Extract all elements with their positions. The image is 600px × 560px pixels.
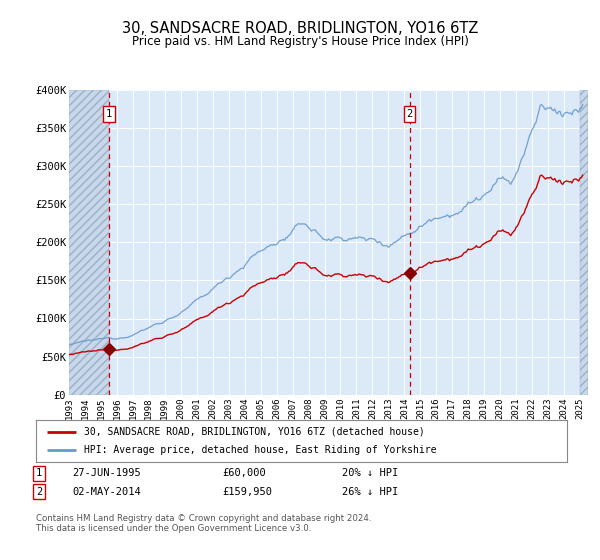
Text: 30, SANDSACRE ROAD, BRIDLINGTON, YO16 6TZ (detached house): 30, SANDSACRE ROAD, BRIDLINGTON, YO16 6T… bbox=[84, 427, 425, 437]
Text: £159,950: £159,950 bbox=[222, 487, 272, 497]
Text: 26% ↓ HPI: 26% ↓ HPI bbox=[342, 487, 398, 497]
Bar bbox=[69, 90, 109, 395]
Text: 30, SANDSACRE ROAD, BRIDLINGTON, YO16 6TZ: 30, SANDSACRE ROAD, BRIDLINGTON, YO16 6T… bbox=[122, 21, 478, 36]
Text: 02-MAY-2014: 02-MAY-2014 bbox=[72, 487, 141, 497]
Text: Contains HM Land Registry data © Crown copyright and database right 2024.
This d: Contains HM Land Registry data © Crown c… bbox=[36, 514, 371, 534]
Bar bbox=[580, 90, 588, 395]
Text: 1: 1 bbox=[36, 468, 42, 478]
Text: Price paid vs. HM Land Registry's House Price Index (HPI): Price paid vs. HM Land Registry's House … bbox=[131, 35, 469, 48]
Text: 1: 1 bbox=[106, 109, 112, 119]
Text: 27-JUN-1995: 27-JUN-1995 bbox=[72, 468, 141, 478]
Text: £60,000: £60,000 bbox=[222, 468, 266, 478]
Text: 2: 2 bbox=[36, 487, 42, 497]
Bar bbox=[69, 90, 109, 395]
Text: 20% ↓ HPI: 20% ↓ HPI bbox=[342, 468, 398, 478]
Text: 2: 2 bbox=[406, 109, 413, 119]
Text: HPI: Average price, detached house, East Riding of Yorkshire: HPI: Average price, detached house, East… bbox=[84, 445, 436, 455]
